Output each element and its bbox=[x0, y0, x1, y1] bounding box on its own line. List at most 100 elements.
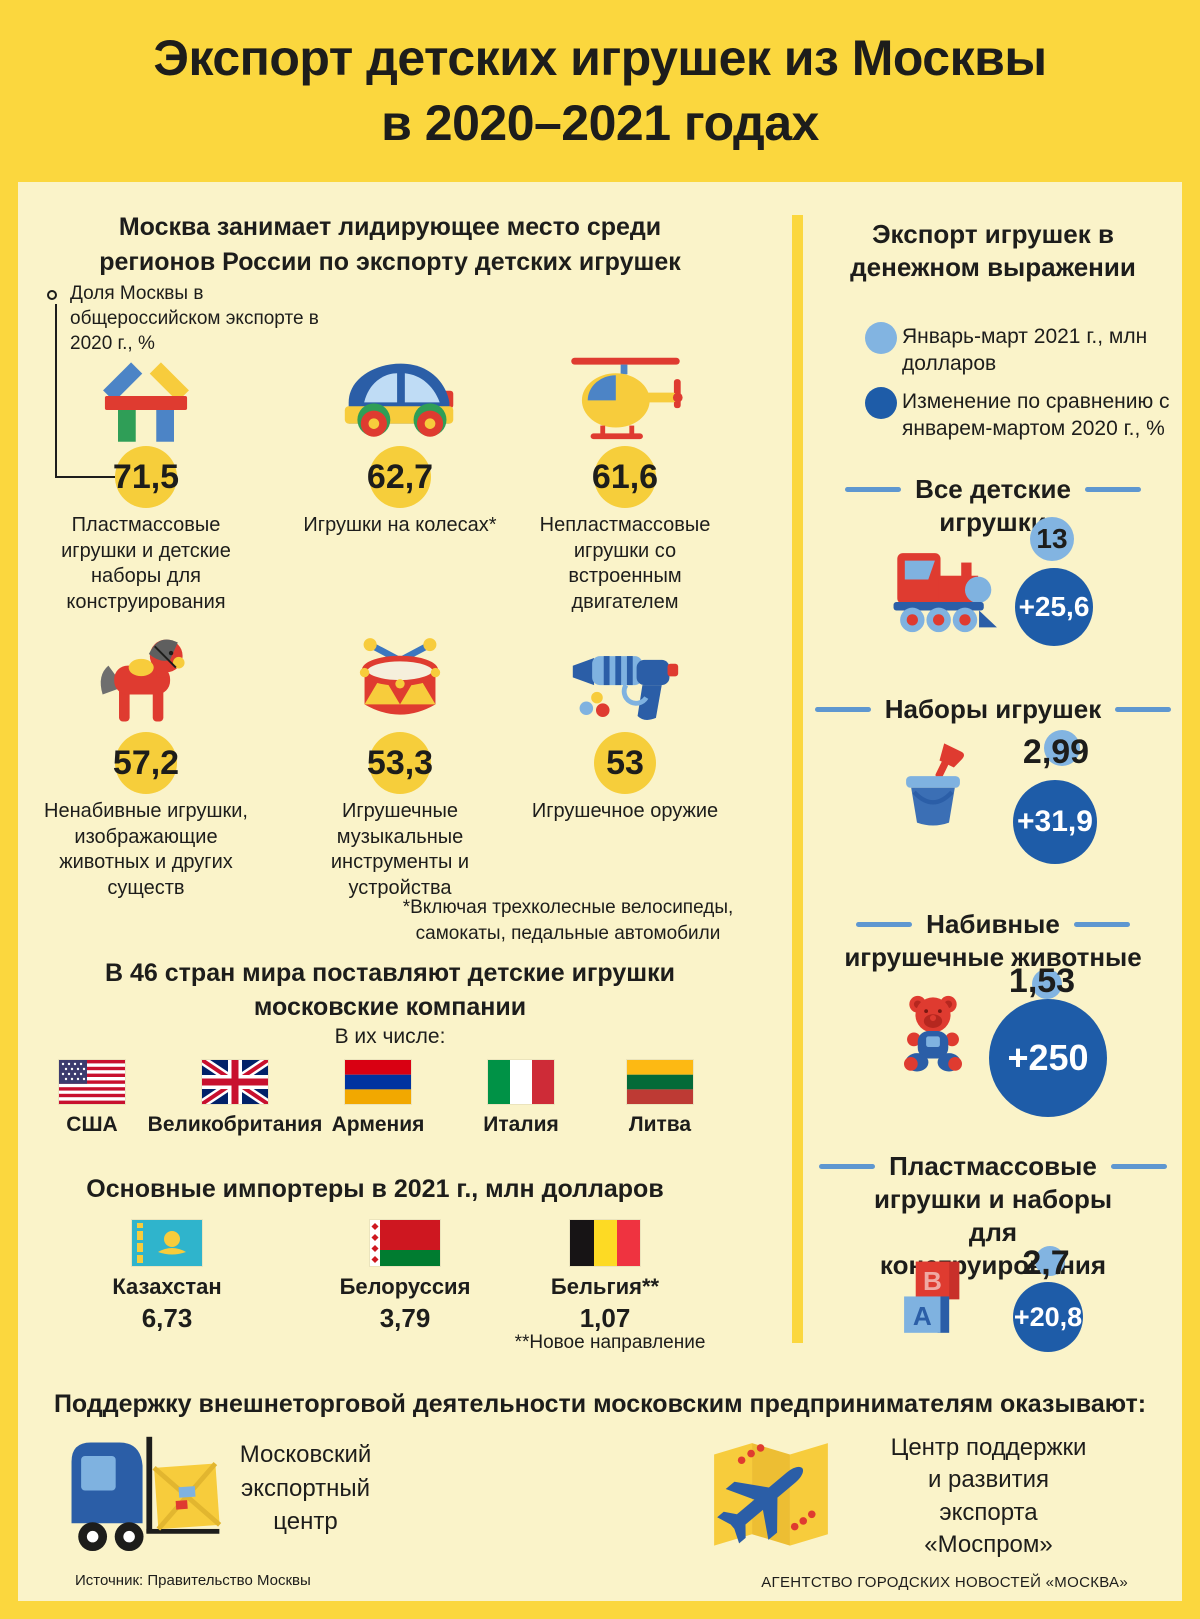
share-label: Ненабивные игрушки, изображающие животны… bbox=[44, 800, 248, 899]
category-plastic-toys-header: Пластмассовые игрушки и наборы для конст… bbox=[813, 1150, 1173, 1282]
importer-value: 1,07 bbox=[579, 1303, 631, 1333]
category-title: Наборы игрушек bbox=[884, 694, 1102, 724]
share-label: Непластмассовые игрушки со встроенным дв… bbox=[539, 514, 711, 613]
value-2021-stuffed-animals: 1,53 bbox=[1008, 962, 1076, 1000]
change-all-toys: +25,6 bbox=[1015, 568, 1093, 646]
country-lithuania: Литва bbox=[590, 1060, 730, 1137]
change-stuffed-animals: +250 bbox=[989, 999, 1107, 1117]
belgium-footnote: **Новое направление bbox=[514, 1332, 706, 1353]
legend-label-2021: Январь-март 2021 г., млн долларов bbox=[902, 325, 1148, 376]
country-name: США bbox=[66, 1113, 118, 1136]
country-name: Армения bbox=[331, 1113, 425, 1136]
share-value: 71,5 bbox=[113, 446, 179, 508]
toy-gun-icon bbox=[572, 656, 679, 720]
map-plane-icon bbox=[714, 1443, 828, 1546]
value-dot-toy-sets-icon bbox=[1044, 730, 1080, 766]
share-label: Игрушечное оружие bbox=[531, 800, 719, 822]
country-name: Литва bbox=[628, 1113, 692, 1136]
callout-marker-icon bbox=[47, 290, 57, 300]
importer-belarus: Белоруссия 3,79 bbox=[325, 1220, 485, 1334]
alphabet-blocks-icon: B A bbox=[904, 1261, 960, 1333]
share-value: 53,3 bbox=[367, 732, 433, 794]
value-dot-stuffed-animals-icon bbox=[1032, 969, 1062, 999]
header-dash-right bbox=[1073, 922, 1130, 927]
header-dash-right bbox=[1115, 707, 1172, 712]
svg-text:B: B bbox=[923, 1266, 942, 1296]
importers-heading: Основные импортеры в 2021 г., млн доллар… bbox=[86, 1175, 664, 1203]
category-title: Все детские bbox=[915, 474, 1071, 504]
country-usa: США bbox=[22, 1060, 162, 1137]
share-item-toy-weapons: 53 Игрушечное оружие bbox=[515, 618, 735, 825]
share-label: Игрушки на колесах* bbox=[303, 514, 497, 536]
share-label: Пластмассовые игрушки и детские наборы д… bbox=[61, 514, 231, 613]
toy-car-icon bbox=[344, 363, 454, 437]
header-dash-left bbox=[814, 707, 871, 712]
countries-subheading: В их числе: bbox=[334, 1025, 446, 1048]
header-dash-left bbox=[819, 1164, 876, 1169]
category-title-line2: игрушки и наборы для конструирования bbox=[873, 1184, 1113, 1281]
importer-belgium: Бельгия** 1,07 bbox=[525, 1220, 685, 1334]
header-dash-left bbox=[845, 487, 902, 492]
legend-label-change: Изменение по сравнению с январем-мартом … bbox=[902, 390, 1170, 441]
share-value: 62,7 bbox=[367, 446, 433, 508]
delivery-truck-icon bbox=[71, 1436, 222, 1552]
share-item-motorized-toys: 61,6 Непластмассовые игрушки со встроенн… bbox=[515, 332, 735, 615]
importer-value: 3,79 bbox=[379, 1303, 431, 1333]
support-label-mec: Московский экспортный центр bbox=[239, 1441, 372, 1536]
share-item-plastic-toys: 71,5 Пластмассовые игрушки и детские наб… bbox=[36, 332, 256, 615]
flag-usa-icon bbox=[59, 1060, 125, 1104]
importer-kazakhstan: Казахстан 6,73 bbox=[87, 1220, 247, 1334]
flag-uk-icon bbox=[202, 1060, 268, 1104]
importer-name: Бельгия** bbox=[550, 1274, 660, 1299]
legend-dot-change-icon bbox=[865, 387, 897, 419]
support-heading: Поддержку внешнеторговой деятельности мо… bbox=[53, 1390, 1147, 1418]
country-italy: Италия bbox=[451, 1060, 591, 1137]
drum-icon bbox=[359, 638, 441, 715]
country-name: Италия bbox=[483, 1113, 559, 1136]
column-divider bbox=[792, 215, 803, 1343]
category-all-toys-header: Все детские игрушки bbox=[813, 473, 1173, 539]
callout-line-vertical bbox=[55, 304, 57, 476]
agency-note: АГЕНТСТВО ГОРОДСКИХ НОВОСТЕЙ «МОСКВА» bbox=[761, 1574, 1128, 1591]
bucket-icon bbox=[906, 743, 964, 826]
value-dot-plastic-toys-icon bbox=[1035, 1246, 1065, 1276]
share-value: 61,6 bbox=[592, 446, 658, 508]
category-stuffed-animals-header: Набивные игрушечные животные bbox=[813, 908, 1173, 974]
value-2021-toy-sets: 2,99 bbox=[1022, 733, 1090, 771]
share-item-animal-toys: 57,2 Ненабивные игрушки, изображающие жи… bbox=[36, 618, 256, 901]
page-title: Экспорт детских игрушек из Москвы в 2020… bbox=[0, 26, 1200, 156]
country-uk: Великобритания bbox=[148, 1060, 322, 1137]
content-panel: Москва занимает лидирующее место среди р… bbox=[18, 182, 1182, 1601]
toy-train-icon bbox=[893, 553, 997, 633]
flag-belarus-icon bbox=[370, 1220, 440, 1266]
wheeled-toys-footnote: *Включая трехколесные велосипеды, самока… bbox=[402, 897, 734, 944]
helicopter-icon bbox=[571, 357, 683, 440]
left-section-heading: Москва занимает лидирующее место среди р… bbox=[99, 213, 681, 276]
value-2021-plastic-toys: 2,7 bbox=[1022, 1244, 1070, 1282]
page-title-line1: Экспорт детских игрушек из Москвы bbox=[153, 30, 1047, 86]
share-label: Игрушечные музыкальные инструменты и уст… bbox=[330, 800, 470, 899]
support-label-mosprom: Центр поддержки и развития экспорта «Мос… bbox=[890, 1434, 1087, 1559]
callout-line-horizontal bbox=[55, 476, 115, 478]
callout-label: Доля Москвы в общероссийском экспорте в … bbox=[70, 283, 319, 355]
header-dash-right bbox=[1084, 487, 1141, 492]
share-item-wheeled-toys: 62,7 Игрушки на колесах* bbox=[290, 332, 510, 539]
flag-lithuania-icon bbox=[627, 1060, 693, 1104]
building-blocks-icon bbox=[103, 362, 189, 442]
category-title-line2: игрушки bbox=[939, 507, 1047, 538]
category-title: Набивные bbox=[926, 909, 1060, 939]
svg-text:A: A bbox=[913, 1301, 932, 1331]
country-name: Великобритания bbox=[147, 1113, 323, 1136]
header-dash-left bbox=[856, 922, 913, 927]
change-plastic-toys: +20,8 bbox=[1013, 1282, 1083, 1352]
countries-heading: В 46 стран мира поставляют детские игруш… bbox=[105, 959, 675, 1021]
rocking-horse-icon bbox=[100, 639, 185, 722]
flag-italy-icon bbox=[488, 1060, 554, 1104]
flag-armenia-icon bbox=[345, 1060, 411, 1104]
share-value: 57,2 bbox=[113, 732, 179, 794]
teddy-bear-icon bbox=[903, 995, 963, 1072]
importer-name: Белоруссия bbox=[339, 1274, 471, 1299]
category-title-line2: игрушечные животные bbox=[844, 942, 1142, 973]
change-toy-sets: +31,9 bbox=[1013, 780, 1097, 864]
